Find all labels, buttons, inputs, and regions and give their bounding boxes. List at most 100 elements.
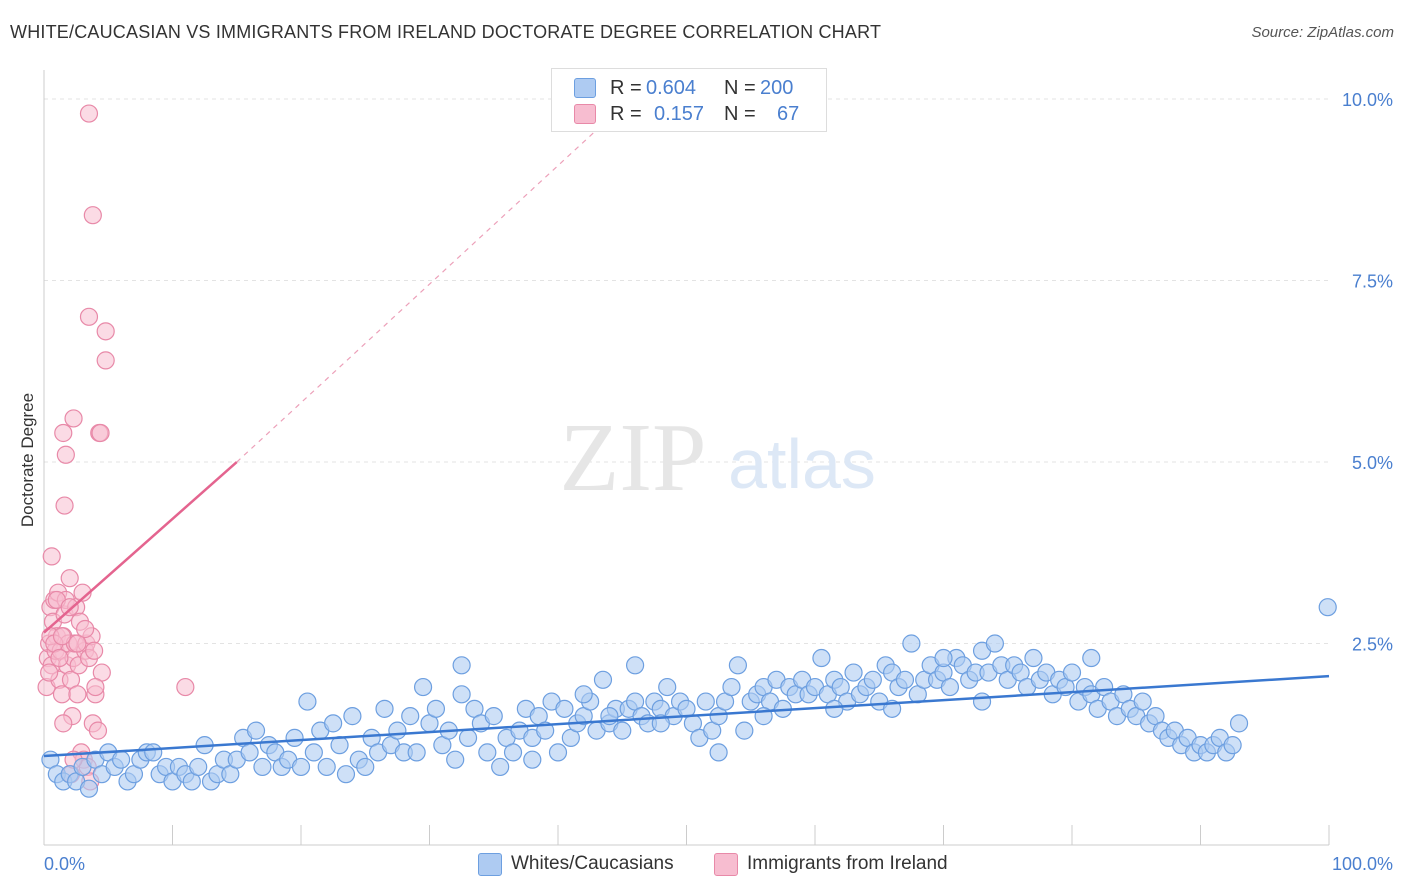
watermark-atlas: atlas — [728, 425, 876, 503]
whites-point — [446, 750, 465, 769]
whites-point — [625, 656, 645, 675]
whites-point — [336, 765, 356, 784]
ireland-point — [40, 663, 59, 682]
series-whites-points — [41, 598, 1337, 798]
whites-point — [317, 757, 336, 777]
whites-trend-line — [43, 674, 1330, 758]
whites-point — [593, 670, 613, 689]
whites-point — [985, 634, 1005, 653]
ireland-point — [96, 322, 115, 341]
bottom-legend-swatch-ireland — [714, 853, 738, 876]
whites-point — [1024, 648, 1043, 668]
y-tick-label: 5.0% — [1352, 453, 1393, 473]
whites-point — [484, 707, 503, 726]
source-label: Source: ZipAtlas.com — [1251, 24, 1394, 41]
bottom-legend-label-whites: Whites/Caucasians — [511, 853, 674, 874]
whites-point — [934, 648, 953, 668]
ireland-point — [60, 569, 79, 588]
y-tick-label: 2.5% — [1352, 635, 1393, 655]
whites-point — [240, 743, 259, 762]
ireland-point — [56, 445, 75, 464]
whites-point — [613, 721, 632, 740]
whites-point — [291, 757, 311, 777]
whites-point — [189, 757, 208, 777]
series-ireland-points — [37, 104, 195, 791]
ireland-point — [76, 619, 95, 639]
whites-point — [1318, 598, 1337, 617]
ireland-point — [60, 598, 79, 617]
whites-point — [356, 757, 375, 777]
whites-point — [304, 743, 323, 762]
whites-point — [709, 743, 728, 762]
whites-point — [902, 634, 921, 653]
watermark-zip: ZIP — [560, 404, 707, 512]
ireland-point — [50, 648, 69, 668]
whites-point — [246, 721, 266, 740]
whites-point — [574, 685, 593, 704]
whites-point — [1133, 692, 1152, 711]
whites-point — [144, 743, 163, 762]
bottom-legend-swatch-whites — [478, 853, 502, 876]
legend-r-label: R = — [610, 103, 642, 125]
whites-point — [452, 656, 471, 675]
ireland-point — [83, 206, 102, 225]
ireland-point — [42, 547, 61, 566]
whites-point — [426, 699, 446, 718]
ireland-point — [85, 641, 104, 660]
chart-title: WHITE/CAUCASIAN VS IMMIGRANTS FROM IRELA… — [10, 22, 882, 42]
y-tick-label: 10.0% — [1342, 90, 1393, 110]
whites-point — [895, 670, 915, 689]
legend-n-label: N = — [724, 77, 756, 99]
x-tick-label: 100.0% — [1332, 854, 1393, 874]
trend-lines — [43, 105, 1330, 758]
legend-n-value: 200 — [760, 77, 794, 99]
ireland-point — [55, 496, 74, 515]
whites-point — [1229, 714, 1249, 733]
legend-r-value: 0.157 — [654, 103, 705, 125]
ireland-point — [54, 423, 73, 443]
y-tick-label: 7.5% — [1352, 272, 1393, 292]
whites-point — [503, 743, 523, 762]
whites-point — [940, 677, 960, 697]
whites-point — [972, 692, 992, 711]
whites-point — [413, 677, 433, 697]
whites-point — [478, 743, 497, 762]
ireland-point — [86, 677, 105, 697]
whites-point — [1062, 663, 1082, 682]
ireland-point — [91, 423, 110, 443]
whites-point — [324, 714, 343, 733]
whites-point — [388, 721, 407, 740]
whites-point — [1223, 736, 1242, 755]
whites-point — [696, 692, 715, 711]
whites-point — [555, 699, 574, 718]
whites-point — [722, 677, 741, 697]
ireland-point — [54, 714, 73, 733]
grid-lines — [44, 98, 1329, 645]
x-tick-label: 0.0% — [44, 854, 85, 874]
whites-point — [1082, 648, 1101, 668]
watermark: ZIP atlas — [560, 404, 876, 512]
whites-point — [863, 670, 882, 689]
ireland-point — [88, 721, 108, 740]
legend-swatch-ireland — [574, 104, 596, 124]
ireland-point — [52, 627, 72, 646]
whites-point — [253, 757, 272, 777]
ireland-point — [64, 409, 83, 428]
whites-point — [844, 663, 863, 682]
whites-point — [548, 743, 568, 762]
legend-n-value: 67 — [777, 103, 800, 125]
ireland-point — [96, 351, 115, 370]
whites-point — [458, 728, 478, 747]
bottom-legend-label-ireland: Immigrants from Ireland — [747, 853, 948, 874]
ireland-point — [79, 104, 99, 123]
whites-point — [825, 699, 844, 718]
ireland-point — [79, 307, 99, 326]
whites-point — [298, 692, 317, 711]
whites-point — [343, 707, 362, 726]
ireland-point — [68, 634, 87, 653]
axes — [43, 70, 1330, 846]
ireland-point — [73, 583, 92, 602]
bottom-legend-ireland: Immigrants from Ireland — [714, 853, 984, 877]
whites-point — [658, 677, 677, 697]
